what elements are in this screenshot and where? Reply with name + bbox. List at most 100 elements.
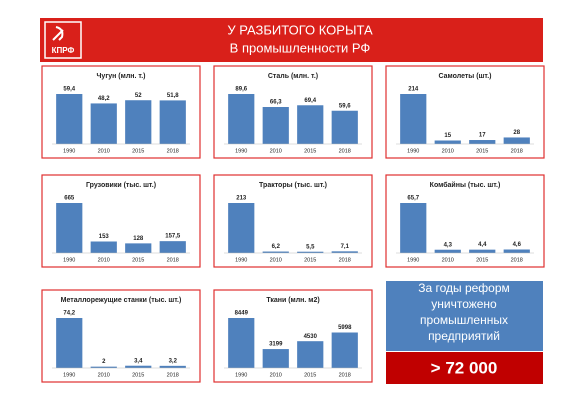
- value-label: 7,1: [341, 244, 350, 250]
- header-title: У РАЗБИТОГО КОРЫТА: [227, 22, 373, 37]
- x-tick-label: 1990: [235, 148, 247, 154]
- value-label: 214: [408, 87, 419, 93]
- callout-line: промышленных: [420, 313, 508, 327]
- x-tick-label: 2015: [132, 372, 144, 378]
- value-label: 52: [135, 93, 142, 99]
- chart-title: Сталь (млн. т.): [268, 73, 318, 80]
- logo-box: [44, 21, 82, 59]
- x-tick-label: 2018: [167, 372, 179, 378]
- x-tick-label: 2015: [304, 257, 316, 263]
- value-label: 15: [444, 133, 451, 139]
- bar: [262, 349, 289, 368]
- value-label: 28: [513, 130, 520, 136]
- bar: [297, 341, 324, 368]
- value-label: 69,4: [304, 98, 316, 104]
- x-tick-label: 2018: [339, 372, 351, 378]
- value-label: 59,4: [63, 87, 75, 93]
- x-tick-label: 2010: [442, 148, 454, 154]
- bar: [228, 94, 255, 144]
- callout-line: За годы реформ: [418, 281, 510, 295]
- callout-value: > 72 000: [431, 358, 498, 377]
- value-label: 4530: [304, 334, 318, 340]
- x-tick-label: 2015: [304, 372, 316, 378]
- x-tick-label: 2015: [476, 257, 488, 263]
- chart-title: Комбайны (тыс. шт.): [430, 181, 501, 189]
- value-label: 4,6: [513, 242, 522, 248]
- bar: [331, 332, 358, 368]
- bar: [434, 140, 461, 144]
- bar: [159, 100, 186, 144]
- chart-title: Ткани (млн. м2): [266, 297, 319, 304]
- bar: [125, 100, 152, 144]
- bar: [331, 110, 358, 144]
- x-tick-label: 2010: [270, 257, 282, 263]
- logo-emblem: [52, 26, 64, 41]
- chart-title: Тракторы (тыс. шт.): [259, 182, 327, 189]
- x-tick-label: 2018: [339, 257, 351, 263]
- bar: [297, 105, 324, 144]
- bar: [297, 251, 324, 253]
- bar: [159, 241, 186, 253]
- bar: [469, 249, 496, 253]
- x-tick-label: 2018: [167, 257, 179, 263]
- value-label: 153: [99, 234, 110, 240]
- x-tick-label: 1990: [63, 372, 75, 378]
- value-label: 5,5: [306, 244, 315, 250]
- bar: [469, 140, 496, 144]
- value-label: 4,3: [444, 242, 453, 248]
- bar: [228, 318, 255, 368]
- x-tick-label: 2015: [132, 148, 144, 154]
- bar: [503, 249, 530, 253]
- value-label: 665: [64, 196, 75, 202]
- value-label: 66,3: [270, 100, 282, 106]
- value-label: 128: [133, 236, 144, 242]
- x-tick-label: 2018: [339, 148, 351, 154]
- bar: [434, 249, 461, 253]
- value-label: 3199: [269, 342, 283, 348]
- callout-line: уничтожено: [431, 297, 497, 311]
- x-tick-label: 2010: [270, 148, 282, 154]
- x-tick-label: 2015: [476, 148, 488, 154]
- bar: [56, 203, 83, 253]
- value-label: 5998: [338, 325, 352, 331]
- value-label: 89,6: [235, 87, 247, 93]
- x-tick-label: 1990: [63, 257, 75, 263]
- bar: [262, 107, 289, 144]
- value-label: 17: [479, 133, 486, 139]
- bar: [400, 94, 427, 144]
- x-tick-label: 1990: [235, 372, 247, 378]
- x-tick-label: 2010: [98, 257, 110, 263]
- value-label: 65,7: [407, 196, 419, 202]
- value-label: 8449: [235, 311, 249, 317]
- chart-title: Металлорежущие станки (тыс. шт.): [61, 297, 182, 304]
- bar: [125, 243, 152, 253]
- value-label: 213: [236, 196, 247, 202]
- value-label: 59,6: [339, 103, 351, 109]
- x-tick-label: 1990: [63, 148, 75, 154]
- bar: [331, 251, 358, 253]
- x-tick-label: 2010: [98, 372, 110, 378]
- x-tick-label: 2018: [167, 148, 179, 154]
- bar: [159, 365, 186, 368]
- value-label: 2: [102, 359, 106, 365]
- value-label: 3,4: [134, 358, 143, 364]
- callout-line: предприятий: [428, 329, 500, 343]
- bar: [90, 366, 117, 368]
- bar: [56, 318, 83, 368]
- header-subtitle: В промышленности РФ: [230, 40, 371, 55]
- x-tick-label: 2018: [511, 257, 523, 263]
- x-tick-label: 2010: [270, 372, 282, 378]
- logo-text: КПРФ: [52, 46, 75, 55]
- bar: [56, 94, 83, 144]
- value-label: 48,2: [98, 96, 110, 102]
- chart-title: Грузовики (тыс. шт.): [86, 182, 156, 189]
- bar: [228, 203, 255, 253]
- x-tick-label: 2015: [132, 257, 144, 263]
- value-label: 74,2: [63, 311, 75, 317]
- value-label: 51,8: [167, 93, 179, 99]
- chart-title: Самолеты (шт.): [439, 73, 492, 80]
- bar: [262, 251, 289, 253]
- x-tick-label: 2018: [511, 148, 523, 154]
- header-banner: [40, 18, 543, 62]
